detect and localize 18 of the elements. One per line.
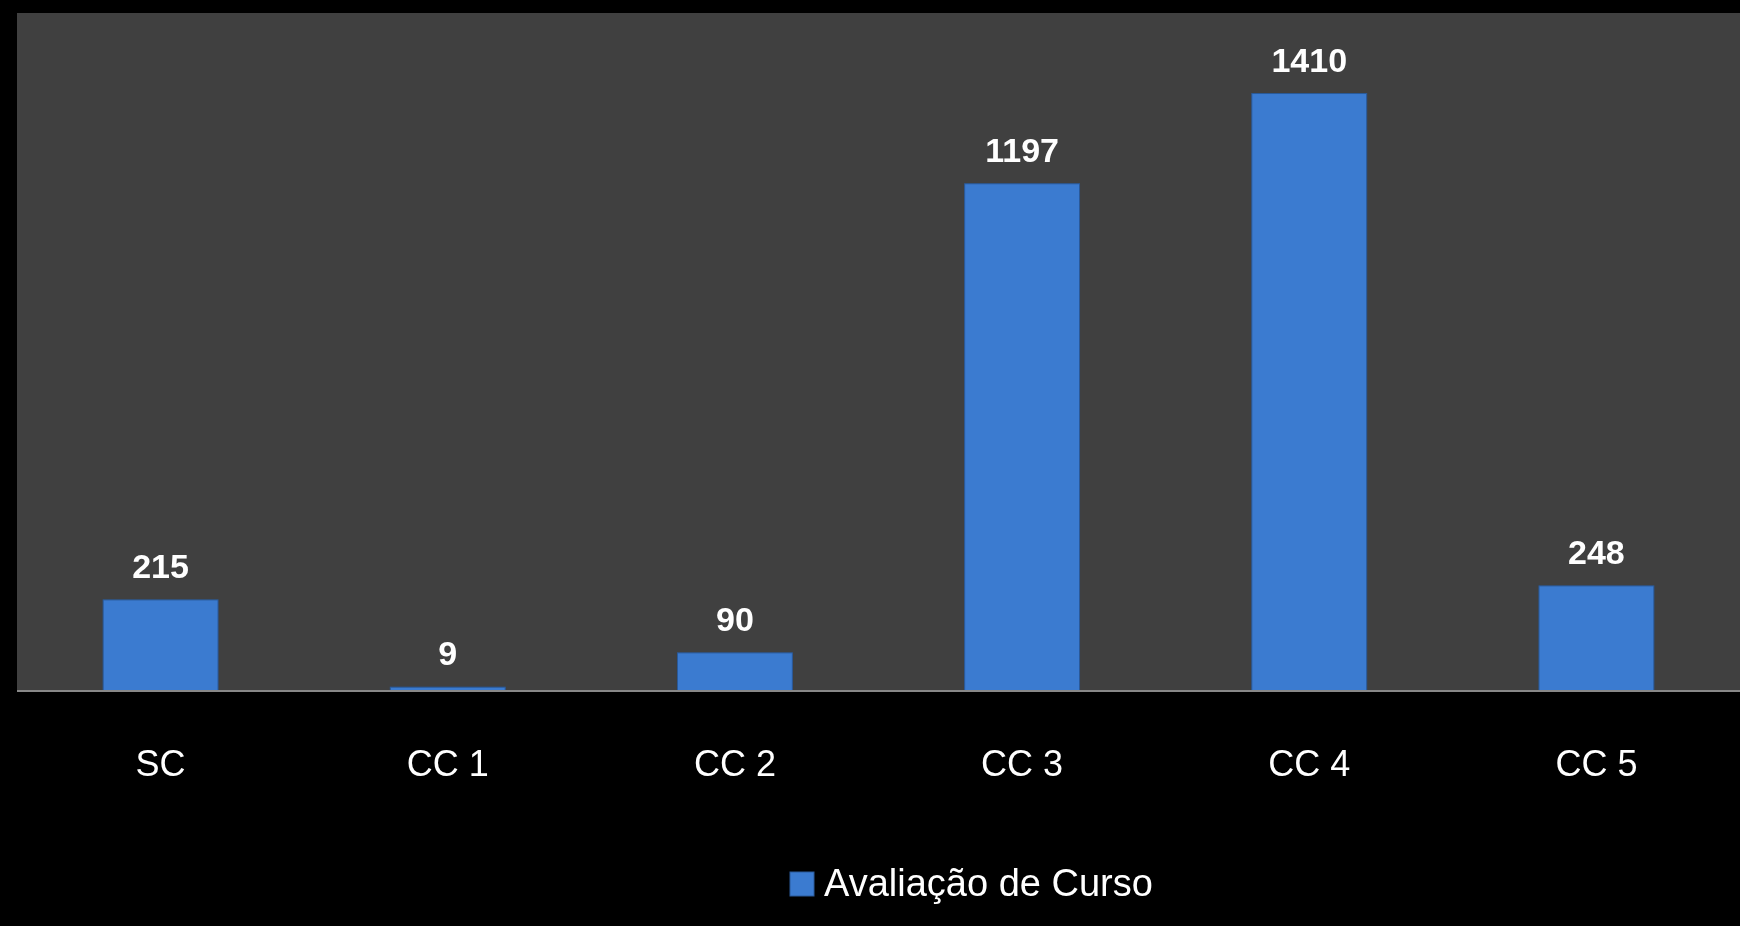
x-tick-label: CC 5 bbox=[1555, 743, 1638, 784]
legend-label: Avaliação de Curso bbox=[824, 862, 1153, 904]
bar bbox=[1538, 585, 1655, 692]
x-tick-label: SC bbox=[135, 743, 186, 784]
data-label: 9 bbox=[438, 634, 458, 673]
bar bbox=[102, 599, 219, 692]
data-label: 90 bbox=[716, 599, 754, 638]
data-label: 215 bbox=[132, 546, 189, 585]
x-tick-label: CC 4 bbox=[1268, 743, 1351, 784]
bar bbox=[676, 652, 793, 692]
x-tick-label: CC 2 bbox=[693, 743, 776, 784]
bar bbox=[1251, 93, 1368, 692]
x-tick-label: CC 1 bbox=[406, 743, 489, 784]
data-label: 1410 bbox=[1271, 40, 1348, 79]
data-label: 1197 bbox=[985, 130, 1059, 169]
bar bbox=[964, 183, 1081, 692]
data-label: 248 bbox=[1568, 532, 1625, 571]
x-tick-label: CC 3 bbox=[981, 743, 1064, 784]
